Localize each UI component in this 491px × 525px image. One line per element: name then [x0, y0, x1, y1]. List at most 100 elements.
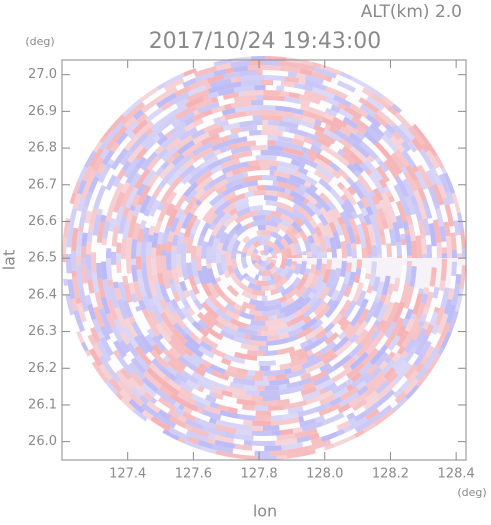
field-cell	[259, 360, 277, 366]
field-cell	[367, 255, 372, 258]
field-cell	[381, 245, 387, 257]
field-cell	[243, 425, 251, 431]
field-cell	[262, 441, 275, 446]
field-cell	[238, 91, 244, 97]
field-cell	[257, 331, 262, 336]
field-cell	[251, 441, 262, 446]
field-cell	[67, 273, 73, 280]
field-cell	[263, 425, 280, 431]
field-cell	[252, 375, 263, 381]
y-tick-label: 26.5	[28, 251, 57, 266]
field-cell	[307, 257, 312, 258]
field-cell	[395, 278, 401, 285]
field-cell	[116, 242, 122, 253]
field-cell	[420, 233, 426, 239]
field-cell	[96, 243, 102, 264]
field-cell	[266, 85, 277, 90]
x-tick-label: 127.4	[109, 467, 146, 482]
field-cell	[377, 255, 382, 259]
field-cell	[442, 253, 447, 258]
field-cell	[78, 226, 84, 232]
x-unit: (deg)	[457, 486, 486, 499]
field-cell	[261, 326, 269, 331]
field-cell	[255, 305, 270, 311]
field-cell	[81, 258, 86, 265]
field-cell	[253, 115, 263, 120]
altitude-label: ALT(km) 2.0	[361, 2, 462, 22]
field-cell	[265, 290, 271, 296]
field-cell	[273, 80, 281, 86]
field-cell	[441, 242, 446, 248]
y-unit: (deg)	[25, 35, 54, 48]
field-cell	[429, 286, 435, 292]
field-cell	[106, 248, 111, 258]
field-cell	[271, 415, 282, 421]
field-cell	[235, 444, 242, 450]
field-cell	[243, 420, 253, 426]
field-cell	[365, 273, 371, 279]
field-cell	[431, 267, 437, 277]
field-cell	[252, 431, 272, 436]
field-cell	[252, 421, 271, 426]
field-cell	[246, 375, 252, 381]
field-cell	[255, 411, 271, 416]
field-cell	[302, 255, 307, 258]
field-cell	[258, 225, 266, 230]
field-cell	[342, 254, 347, 258]
field-cell	[261, 80, 273, 85]
field-cell	[352, 250, 357, 258]
field-cell	[256, 155, 277, 161]
field-cell	[260, 165, 269, 170]
field-cell	[261, 286, 269, 291]
field-cell	[244, 440, 252, 446]
field-cell	[326, 248, 331, 253]
field-cell	[265, 416, 272, 421]
field-cell	[307, 251, 312, 257]
field-cell	[250, 145, 258, 151]
field-cell	[451, 262, 457, 277]
field-cell	[400, 234, 406, 240]
field-cell	[151, 247, 157, 258]
field-cell	[257, 105, 276, 110]
field-cell	[257, 356, 272, 361]
field-cell	[332, 257, 337, 258]
field-cell	[268, 376, 276, 381]
field-cell	[101, 245, 107, 262]
field-cell	[254, 451, 270, 456]
field-cell	[407, 256, 412, 258]
field-cell	[250, 426, 263, 432]
field-cell	[71, 271, 77, 277]
x-tick-label: 127.6	[175, 467, 212, 482]
field-cell	[371, 261, 377, 273]
field-cell	[422, 254, 427, 258]
field-cell	[285, 127, 291, 133]
field-cell	[404, 230, 410, 236]
field-cell	[254, 406, 268, 411]
field-cell	[252, 446, 264, 451]
field-cell	[356, 268, 362, 275]
field-cell	[111, 252, 116, 265]
field-cell	[256, 170, 270, 175]
field-cell	[263, 120, 269, 125]
field-cell	[297, 254, 302, 258]
field-cell	[81, 246, 86, 258]
field-cell	[401, 245, 407, 258]
field-cell	[250, 60, 262, 66]
field-cell	[372, 257, 377, 258]
field-cell	[76, 256, 81, 265]
x-tick-label: 127.8	[240, 467, 277, 482]
field-cell	[250, 355, 257, 361]
field-cell	[251, 395, 263, 401]
field-cell	[382, 257, 387, 258]
field-cell	[312, 254, 317, 258]
field-cell	[261, 65, 281, 71]
field-cell	[442, 247, 447, 253]
field-cell	[86, 269, 92, 280]
field-cell	[436, 243, 442, 258]
field-cell	[186, 253, 191, 263]
field-cell	[251, 100, 263, 106]
field-cell	[401, 239, 407, 245]
field-cell	[371, 245, 377, 257]
field-cell	[270, 170, 275, 175]
